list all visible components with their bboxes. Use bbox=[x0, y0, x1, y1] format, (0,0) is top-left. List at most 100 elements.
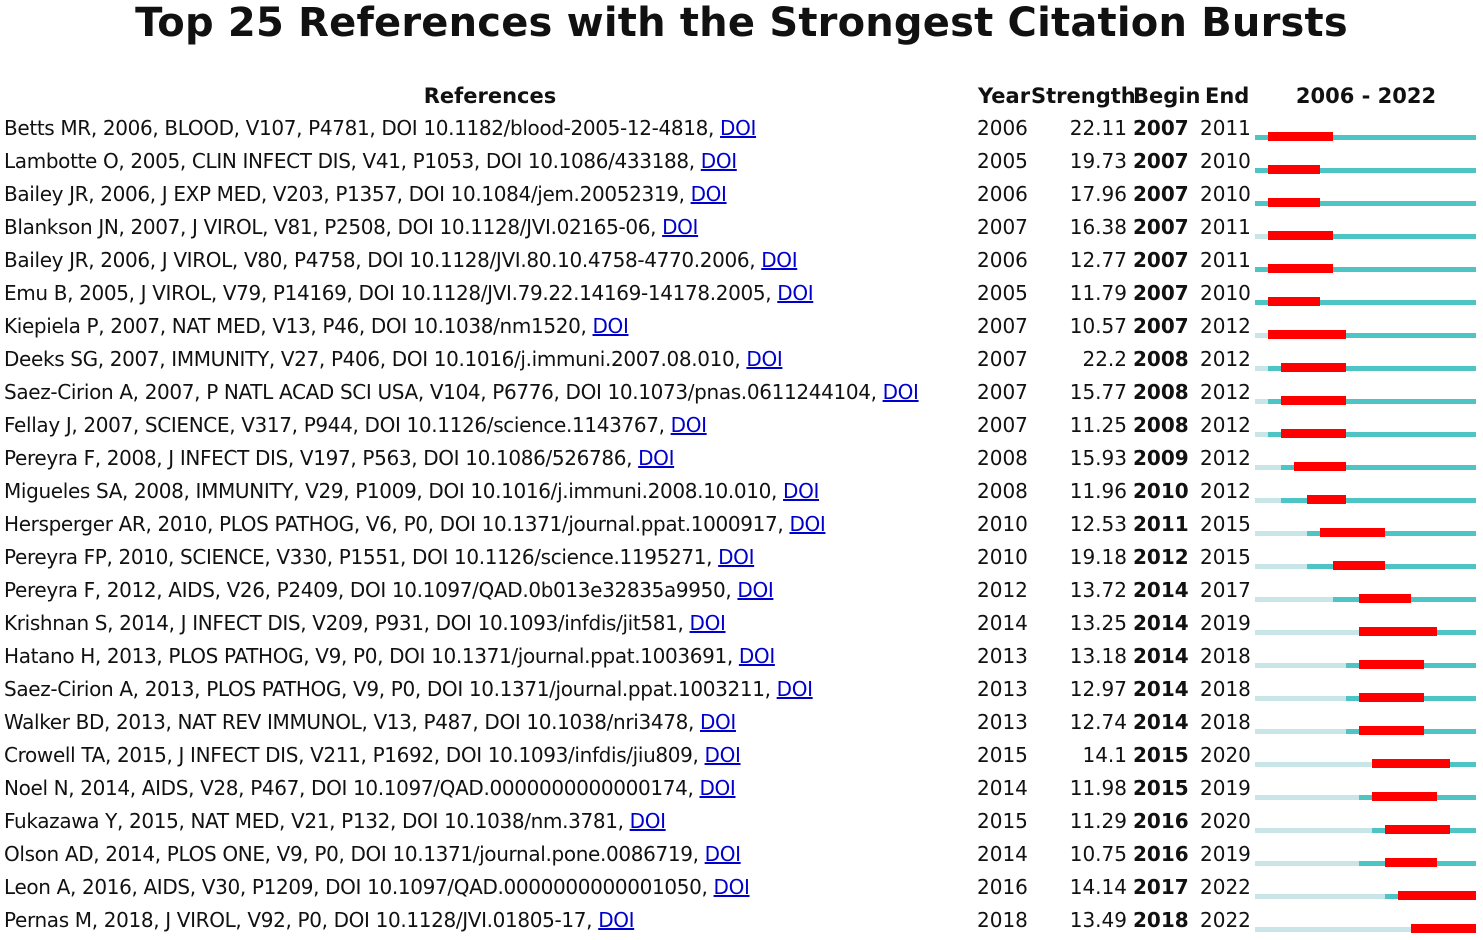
active-segment bbox=[1268, 366, 1476, 371]
begin-cell: 2009 bbox=[1133, 446, 1189, 470]
doi-link[interactable]: DOI bbox=[704, 842, 741, 866]
doi-link[interactable]: DOI bbox=[777, 281, 814, 305]
table-row: Deeks SG, 2007, IMMUNITY, V27, P406, DOI… bbox=[0, 343, 1483, 376]
table-row: Bailey JR, 2006, J VIROL, V80, P4758, DO… bbox=[0, 244, 1483, 277]
burst-segment bbox=[1359, 660, 1424, 669]
table-row: Saez-Cirion A, 2013, PLOS PATHOG, V9, P0… bbox=[0, 673, 1483, 706]
doi-link[interactable]: DOI bbox=[761, 248, 798, 272]
reference-text: Fellay J, 2007, SCIENCE, V317, P944, DOI… bbox=[4, 413, 707, 437]
burst-timeline bbox=[1255, 759, 1476, 768]
year-cell: 2006 bbox=[977, 116, 1028, 140]
reference-text: Betts MR, 2006, BLOOD, V107, P4781, DOI … bbox=[4, 116, 757, 140]
table-row: Krishnan S, 2014, J INFECT DIS, V209, P9… bbox=[0, 607, 1483, 640]
begin-cell: 2008 bbox=[1133, 380, 1189, 404]
doi-link[interactable]: DOI bbox=[746, 347, 783, 371]
reference-text: Bailey JR, 2006, J EXP MED, V203, P1357,… bbox=[4, 182, 727, 206]
year-cell: 2014 bbox=[977, 842, 1028, 866]
reference-text: Krishnan S, 2014, J INFECT DIS, V209, P9… bbox=[4, 611, 726, 635]
doi-link[interactable]: DOI bbox=[783, 479, 820, 503]
year-cell: 2007 bbox=[977, 314, 1028, 338]
pre-publication-segment bbox=[1255, 333, 1268, 338]
active-segment bbox=[1281, 465, 1476, 470]
burst-segment bbox=[1333, 561, 1385, 570]
reference-text: Hatano H, 2013, PLOS PATHOG, V9, P0, DOI… bbox=[4, 644, 775, 668]
doi-link[interactable]: DOI bbox=[689, 611, 726, 635]
burst-segment bbox=[1411, 924, 1476, 933]
doi-link[interactable]: DOI bbox=[699, 776, 736, 800]
end-cell: 2019 bbox=[1200, 842, 1251, 866]
year-cell: 2010 bbox=[977, 545, 1028, 569]
end-cell: 2018 bbox=[1200, 644, 1251, 668]
active-segment bbox=[1307, 531, 1476, 536]
burst-timeline bbox=[1255, 660, 1476, 669]
doi-link[interactable]: DOI bbox=[662, 215, 699, 239]
begin-cell: 2014 bbox=[1133, 578, 1189, 602]
reference-text: Migueles SA, 2008, IMMUNITY, V29, P1009,… bbox=[4, 479, 820, 503]
active-segment bbox=[1255, 201, 1476, 206]
end-cell: 2012 bbox=[1200, 479, 1251, 503]
burst-timeline bbox=[1255, 627, 1476, 636]
doi-link[interactable]: DOI bbox=[638, 446, 675, 470]
pre-publication-segment bbox=[1255, 861, 1359, 866]
burst-segment bbox=[1359, 627, 1437, 636]
burst-segment bbox=[1307, 495, 1346, 504]
reference-text: Fukazawa Y, 2015, NAT MED, V21, P132, DO… bbox=[4, 809, 666, 833]
end-cell: 2018 bbox=[1200, 677, 1251, 701]
doi-link[interactable]: DOI bbox=[700, 149, 737, 173]
doi-link[interactable]: DOI bbox=[670, 413, 707, 437]
begin-cell: 2007 bbox=[1133, 149, 1189, 173]
strength-cell: 10.75 bbox=[1069, 842, 1127, 866]
burst-segment bbox=[1268, 264, 1333, 273]
burst-timeline bbox=[1255, 594, 1476, 603]
pre-publication-segment bbox=[1255, 366, 1268, 371]
doi-link[interactable]: DOI bbox=[882, 380, 919, 404]
reference-text: Pernas M, 2018, J VIROL, V92, P0, DOI 10… bbox=[4, 908, 635, 932]
doi-link[interactable]: DOI bbox=[776, 677, 813, 701]
pre-publication-segment bbox=[1255, 663, 1346, 668]
strength-cell: 13.18 bbox=[1069, 644, 1127, 668]
burst-timeline bbox=[1255, 825, 1476, 834]
strength-cell: 17.96 bbox=[1069, 182, 1127, 206]
reference-text: Deeks SG, 2007, IMMUNITY, V27, P406, DOI… bbox=[4, 347, 783, 371]
doi-link[interactable]: DOI bbox=[738, 644, 775, 668]
end-cell: 2022 bbox=[1200, 875, 1251, 899]
end-cell: 2020 bbox=[1200, 743, 1251, 767]
doi-link[interactable]: DOI bbox=[704, 743, 741, 767]
begin-cell: 2007 bbox=[1133, 215, 1189, 239]
pre-publication-segment bbox=[1255, 498, 1281, 503]
doi-link[interactable]: DOI bbox=[598, 908, 635, 932]
strength-cell: 12.97 bbox=[1069, 677, 1127, 701]
pre-publication-segment bbox=[1255, 729, 1346, 734]
pre-publication-segment bbox=[1255, 927, 1411, 932]
burst-timeline bbox=[1255, 231, 1476, 240]
year-cell: 2016 bbox=[977, 875, 1028, 899]
end-cell: 2019 bbox=[1200, 611, 1251, 635]
doi-link[interactable]: DOI bbox=[592, 314, 629, 338]
burst-timeline bbox=[1255, 891, 1476, 900]
table-row: Fellay J, 2007, SCIENCE, V317, P944, DOI… bbox=[0, 409, 1483, 442]
end-cell: 2010 bbox=[1200, 149, 1251, 173]
begin-cell: 2014 bbox=[1133, 677, 1189, 701]
burst-segment bbox=[1385, 858, 1437, 867]
active-segment bbox=[1268, 432, 1476, 437]
doi-link[interactable]: DOI bbox=[713, 875, 750, 899]
strength-cell: 12.74 bbox=[1069, 710, 1127, 734]
burst-timeline bbox=[1255, 924, 1476, 933]
end-cell: 2012 bbox=[1200, 314, 1251, 338]
doi-link[interactable]: DOI bbox=[720, 116, 757, 140]
burst-segment bbox=[1372, 759, 1450, 768]
burst-timeline bbox=[1255, 363, 1476, 372]
year-cell: 2007 bbox=[977, 347, 1028, 371]
reference-text: Pereyra F, 2008, J INFECT DIS, V197, P56… bbox=[4, 446, 675, 470]
table-row: Leon A, 2016, AIDS, V30, P1209, DOI 10.1… bbox=[0, 871, 1483, 904]
pre-publication-segment bbox=[1255, 696, 1346, 701]
begin-cell: 2007 bbox=[1133, 281, 1189, 305]
doi-link[interactable]: DOI bbox=[718, 545, 755, 569]
doi-link[interactable]: DOI bbox=[690, 182, 727, 206]
year-cell: 2015 bbox=[977, 809, 1028, 833]
doi-link[interactable]: DOI bbox=[699, 710, 736, 734]
doi-link[interactable]: DOI bbox=[629, 809, 666, 833]
burst-segment bbox=[1268, 198, 1320, 207]
doi-link[interactable]: DOI bbox=[789, 512, 826, 536]
doi-link[interactable]: DOI bbox=[737, 578, 774, 602]
